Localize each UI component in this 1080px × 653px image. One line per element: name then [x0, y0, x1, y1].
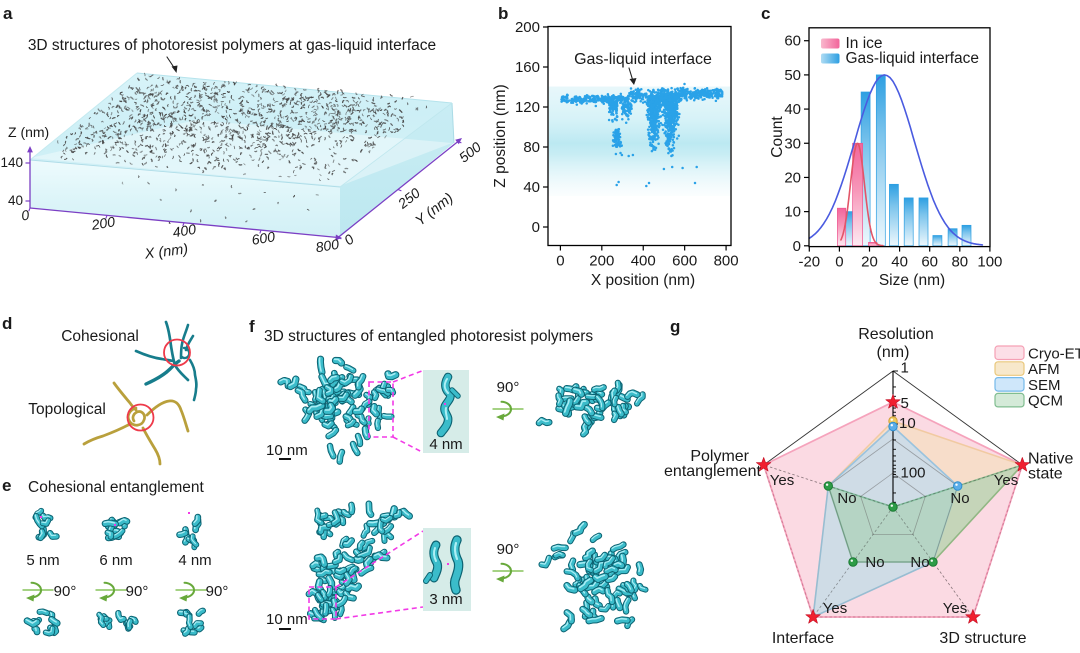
svg-text:200: 200 [89, 213, 116, 233]
svg-text:Native: Native [1028, 451, 1073, 468]
svg-text:100: 100 [977, 254, 1002, 271]
svg-text:60: 60 [784, 33, 801, 50]
svg-text:90°: 90° [54, 583, 77, 600]
svg-text:100: 100 [901, 465, 926, 482]
svg-text:d: d [2, 314, 12, 333]
svg-text:Yes: Yes [943, 600, 967, 617]
svg-text:800: 800 [714, 253, 739, 270]
svg-text:10: 10 [899, 415, 916, 432]
svg-text:Cohesional entanglement: Cohesional entanglement [28, 479, 204, 496]
svg-text:Yes: Yes [770, 472, 794, 489]
svg-text:Cohesional: Cohesional [61, 328, 139, 345]
svg-text:3D structures of photoresist p: 3D structures of photoresist polymers at… [28, 37, 436, 54]
svg-text:Count: Count [769, 116, 786, 158]
svg-text:Resolution: Resolution [858, 326, 934, 343]
svg-text:a: a [3, 4, 13, 23]
svg-text:0: 0 [556, 253, 564, 270]
svg-text:No: No [910, 554, 929, 571]
svg-text:QCM: QCM [1028, 393, 1063, 410]
svg-text:800: 800 [314, 236, 340, 255]
svg-text:No: No [950, 490, 969, 507]
svg-text:SEM: SEM [1028, 377, 1061, 394]
svg-text:Gas-liquid interface: Gas-liquid interface [846, 50, 980, 67]
svg-text:90°: 90° [126, 583, 149, 600]
svg-text:10: 10 [784, 204, 801, 221]
svg-text:40: 40 [784, 101, 801, 118]
svg-text:140: 140 [0, 155, 23, 170]
svg-text:6 nm: 6 nm [99, 552, 132, 569]
svg-text:10 nm: 10 nm [266, 442, 308, 459]
svg-text:state: state [1028, 466, 1063, 483]
svg-text:3D structure: 3D structure [939, 630, 1026, 647]
svg-text:0: 0 [532, 219, 540, 236]
svg-text:Cryo-ET: Cryo-ET [1028, 345, 1080, 362]
svg-text:4 nm: 4 nm [178, 552, 211, 569]
svg-text:40: 40 [891, 254, 908, 271]
svg-text:200: 200 [515, 19, 540, 36]
svg-text:3 nm: 3 nm [429, 591, 462, 608]
svg-text:80: 80 [523, 139, 540, 156]
svg-text:90°: 90° [497, 541, 520, 558]
svg-text:400: 400 [631, 253, 656, 270]
svg-text:entanglement: entanglement [664, 463, 762, 480]
svg-text:AFM: AFM [1028, 361, 1060, 378]
svg-text:4 nm: 4 nm [429, 436, 462, 453]
svg-text:Topological: Topological [28, 401, 106, 418]
svg-text:0: 0 [835, 254, 843, 271]
svg-text:30: 30 [784, 135, 801, 152]
svg-text:Size (nm): Size (nm) [879, 272, 945, 289]
svg-text:In ice: In ice [846, 35, 883, 52]
svg-text:X (nm): X (nm) [143, 241, 189, 262]
svg-text:5 nm: 5 nm [26, 552, 59, 569]
svg-text:e: e [2, 476, 11, 495]
svg-text:Yes: Yes [994, 472, 1018, 489]
svg-text:160: 160 [515, 59, 540, 76]
svg-text:b: b [498, 4, 508, 23]
svg-text:0: 0 [793, 238, 801, 255]
svg-text:50: 50 [784, 67, 801, 84]
svg-text:Interface: Interface [772, 630, 834, 647]
svg-text:90°: 90° [206, 583, 229, 600]
svg-text:20: 20 [784, 169, 801, 186]
svg-text:3D structures of entangled pho: 3D structures of entangled photoresist p… [264, 328, 593, 345]
svg-text:120: 120 [515, 99, 540, 116]
svg-text:600: 600 [672, 253, 697, 270]
svg-text:f: f [249, 317, 255, 336]
svg-text:80: 80 [951, 254, 968, 271]
svg-text:90°: 90° [497, 379, 520, 396]
svg-text:1: 1 [901, 360, 909, 377]
svg-text:60: 60 [921, 254, 938, 271]
svg-text:40: 40 [523, 179, 540, 196]
svg-text:Yes: Yes [823, 600, 847, 617]
svg-text:(nm): (nm) [877, 344, 910, 361]
svg-text:10 nm: 10 nm [266, 611, 308, 628]
svg-text:Polymer: Polymer [690, 448, 749, 465]
svg-text:No: No [865, 554, 884, 571]
svg-text:200: 200 [589, 253, 614, 270]
svg-text:40: 40 [8, 193, 23, 208]
svg-text:c: c [761, 4, 770, 23]
svg-text:0: 0 [20, 207, 30, 224]
svg-text:g: g [670, 317, 680, 336]
svg-text:20: 20 [861, 254, 878, 271]
svg-text:-20: -20 [798, 254, 820, 271]
svg-text:5: 5 [901, 395, 909, 412]
svg-text:400: 400 [171, 221, 197, 240]
svg-text:600: 600 [250, 228, 276, 247]
svg-text:Gas-liquid interface: Gas-liquid interface [574, 51, 712, 68]
svg-text:X position (nm): X position (nm) [591, 272, 695, 289]
svg-text:Z position (nm): Z position (nm) [492, 84, 509, 187]
svg-text:No: No [837, 490, 856, 507]
svg-text:Z (nm): Z (nm) [8, 124, 49, 140]
